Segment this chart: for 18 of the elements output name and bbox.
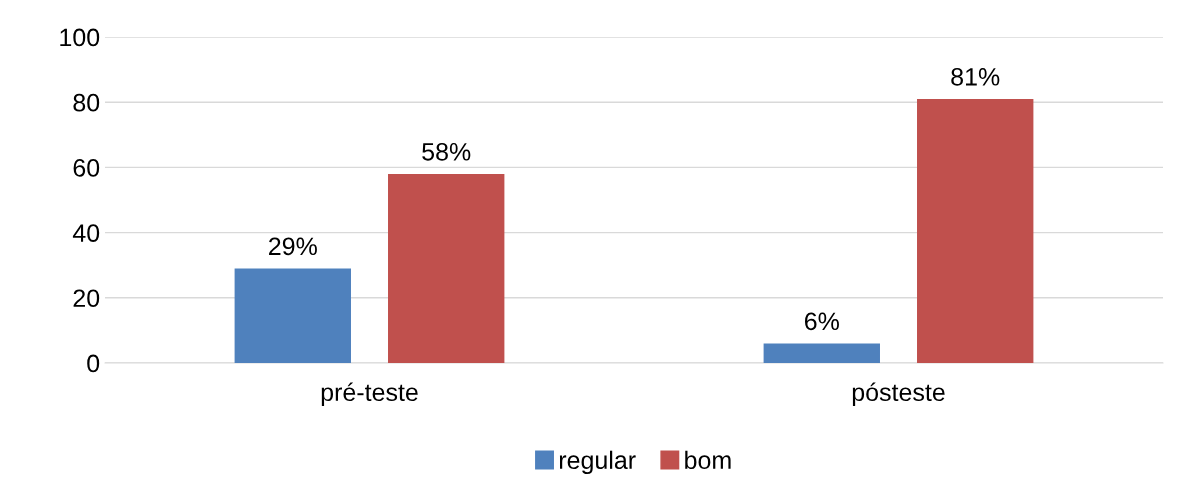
x-tick-label: pósteste [852, 382, 945, 407]
x-tick-label: pré-teste [321, 382, 418, 407]
data-label: 58% [422, 142, 471, 161]
y-tick-label: 100 [60, 28, 100, 47]
y-tick-label: 20 [73, 289, 100, 308]
bar [917, 98, 1034, 363]
bar [388, 173, 505, 363]
data-label: 29% [269, 237, 317, 256]
legend-label: bom [685, 450, 731, 470]
legend-label: regular [559, 450, 636, 474]
y-tick-label: 80 [73, 93, 100, 112]
data-label: 81% [951, 67, 1000, 86]
y-tick-label: 40 [72, 224, 100, 242]
y-tick-label: 0 [87, 354, 100, 373]
data-label: 6% [805, 312, 839, 331]
bar [234, 268, 351, 363]
y-tick-label: 60 [73, 159, 100, 177]
bar [763, 343, 880, 363]
